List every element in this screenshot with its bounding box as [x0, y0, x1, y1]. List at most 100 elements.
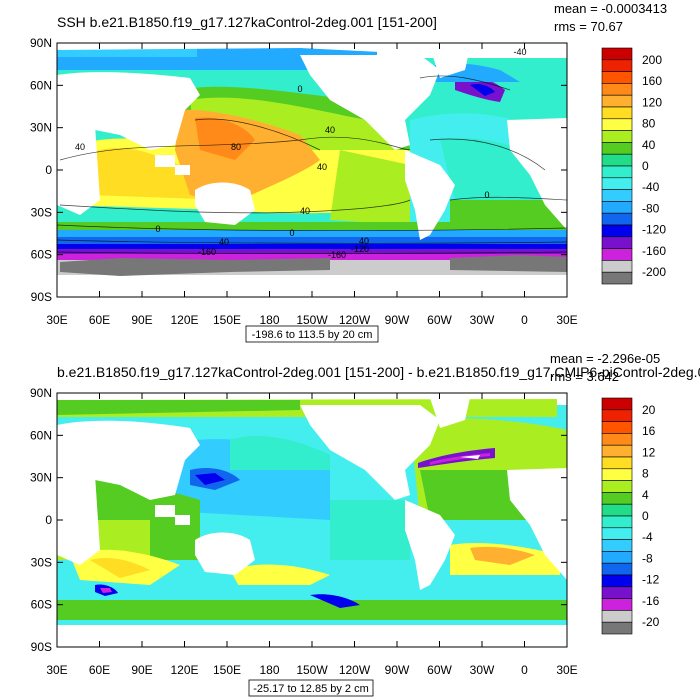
- bottom-colorbar-swatch: [601, 456, 633, 470]
- bottom-lon-label: 90E: [131, 663, 152, 677]
- top-lon-label: 30E: [556, 313, 577, 327]
- top-lat-label: 90N: [30, 36, 52, 50]
- top-lon-label: 60E: [89, 313, 110, 327]
- top-lat-label: 0: [45, 163, 52, 177]
- top-lon-label: 180: [259, 313, 279, 327]
- bottom-colorbar-swatch: [601, 621, 633, 635]
- top-lon-label: 90W: [385, 313, 410, 327]
- bottom-colorbar-swatch: [601, 551, 633, 564]
- top-colorbar-swatch: [601, 248, 633, 261]
- top-lat-label: 60N: [30, 78, 52, 92]
- top-contour-label: 40: [300, 206, 310, 216]
- top-colorbar-label: -200: [642, 265, 666, 279]
- top-colorbar-label: 120: [642, 95, 662, 109]
- top-colorbar-swatch: [601, 165, 633, 179]
- top-contour-label: 0: [484, 190, 489, 200]
- top-colorbar-label: 80: [642, 117, 656, 131]
- top-colorbar-label: -160: [642, 244, 666, 258]
- bottom-colorbar-label: 8: [642, 467, 649, 481]
- top-lon-label: 120W: [339, 313, 371, 327]
- top-contour-label: 40: [219, 237, 229, 247]
- bottom-lat-label: 90N: [30, 386, 52, 400]
- top-lat-label: 30N: [30, 121, 52, 135]
- top-contour-label: 0: [297, 84, 302, 94]
- top-contour-label: 80: [231, 142, 241, 152]
- top-colorbar-swatch: [601, 118, 633, 131]
- bottom-lat-label: 60N: [30, 428, 52, 442]
- top-contour-label: -160: [328, 250, 346, 260]
- bottom-colorbar-swatch: [601, 610, 633, 623]
- bottom-colorbar-label: 20: [642, 403, 656, 417]
- top-contour-label: -160: [198, 247, 216, 257]
- bottom-colorbar-swatch: [601, 409, 633, 422]
- top-colorbar-swatch: [601, 47, 633, 61]
- top-colorbar-swatch: [601, 212, 633, 226]
- top-colorbar-swatch: [601, 271, 633, 285]
- bottom-colorbar-swatch: [601, 444, 633, 458]
- top-contour-label: -120: [351, 244, 369, 254]
- bottom-colorbar-swatch: [601, 468, 633, 481]
- bottom-lon-label: 60E: [89, 663, 110, 677]
- bottom-colorbar-swatch: [601, 586, 633, 599]
- top-contour-note-box: [245, 325, 379, 343]
- top-lon-label: 30E: [46, 313, 67, 327]
- top-contour-label: 40: [325, 125, 335, 135]
- top-lon-label: 120E: [170, 313, 198, 327]
- top-lon-label: 150E: [213, 313, 241, 327]
- bottom-lat-label: 0: [45, 513, 52, 527]
- bottom-lon-label: 150E: [213, 663, 241, 677]
- bottom-contour-note-box: [248, 679, 374, 697]
- top-contour-label: -40: [513, 47, 526, 57]
- bottom-map-field: [57, 393, 567, 647]
- bottom-colorbar-swatch: [601, 503, 633, 517]
- bottom-rms-label: rms = 3.642: [550, 369, 619, 384]
- bottom-colorbar-label: 4: [642, 488, 649, 502]
- bottom-axes: 30E 60E 90E 120E 150E 180 150W 120W 90W 60W 30W 0 30…: [30, 386, 578, 677]
- top-colorbar-label: 160: [642, 74, 662, 88]
- bottom-title: b.e21.B1850.f19_g17.127kaControl-2deg.00…: [57, 364, 700, 380]
- top-colorbar: 200 160 120 80 40 0 -40 -80 -120 -160 -200: [601, 47, 666, 285]
- top-contour-note: -198.6 to 113.5 by 20 cm: [252, 329, 373, 341]
- bottom-colorbar-swatch: [601, 598, 633, 611]
- bottom-colorbar-swatch: [601, 421, 633, 434]
- top-contour-label: 40: [317, 162, 327, 172]
- bottom-colorbar-label: -12: [642, 573, 660, 587]
- bottom-colorbar-swatch: [601, 492, 633, 505]
- top-contour-label: 0: [155, 224, 160, 234]
- bottom-lon-label: 120E: [170, 663, 198, 677]
- bottom-lon-label: 90W: [385, 663, 410, 677]
- top-colorbar-swatch: [601, 236, 633, 249]
- top-title: SSH b.e21.B1850.f19_g17.127kaControl-2de…: [57, 14, 437, 30]
- top-colorbar-swatch: [601, 83, 633, 96]
- top-axes: 30E 60E 90E 120E 150E 180 150W 120W 90W 60W 30W 0 30…: [30, 36, 578, 327]
- top-colorbar-label: -80: [642, 201, 660, 215]
- bottom-lon-label: 30E: [556, 663, 577, 677]
- top-colorbar-swatch: [601, 106, 633, 120]
- top-lon-label: 150W: [296, 313, 328, 327]
- bottom-lat-label: 30N: [30, 471, 52, 485]
- top-contour-label: 40: [75, 142, 85, 152]
- bottom-colorbar-label: -8: [642, 551, 653, 565]
- bottom-contour-note: -25.17 to 12.85 by 2 cm: [253, 683, 369, 695]
- top-colorbar-swatch: [601, 130, 633, 143]
- bottom-lon-label: 0: [521, 663, 528, 677]
- top-contour-label: 0: [289, 228, 294, 238]
- top-colorbar-label: 40: [642, 138, 656, 152]
- bottom-colorbar-swatch: [601, 527, 633, 540]
- top-map-field: [57, 43, 567, 297]
- top-colorbar-swatch: [601, 189, 633, 202]
- bottom-colorbar-label: 0: [642, 509, 649, 523]
- top-colorbar-swatch: [601, 59, 633, 72]
- top-colorbar-swatch: [601, 142, 633, 155]
- bottom-colorbar: 20 16 12 8 4 0 -4 -8 -12 -16 -20: [601, 397, 660, 635]
- bottom-colorbar-swatch: [601, 480, 633, 493]
- bottom-colorbar-label: -4: [642, 530, 653, 544]
- top-colorbar-swatch: [601, 153, 633, 167]
- top-colorbar-label: -40: [642, 180, 660, 194]
- top-lon-label: 30W: [470, 313, 495, 327]
- top-colorbar-label: 200: [642, 53, 662, 67]
- bottom-colorbar-swatch: [601, 574, 633, 588]
- top-panel: SSH b.e21.B1850.f19_g17.127kaControl-2de…: [30, 1, 667, 343]
